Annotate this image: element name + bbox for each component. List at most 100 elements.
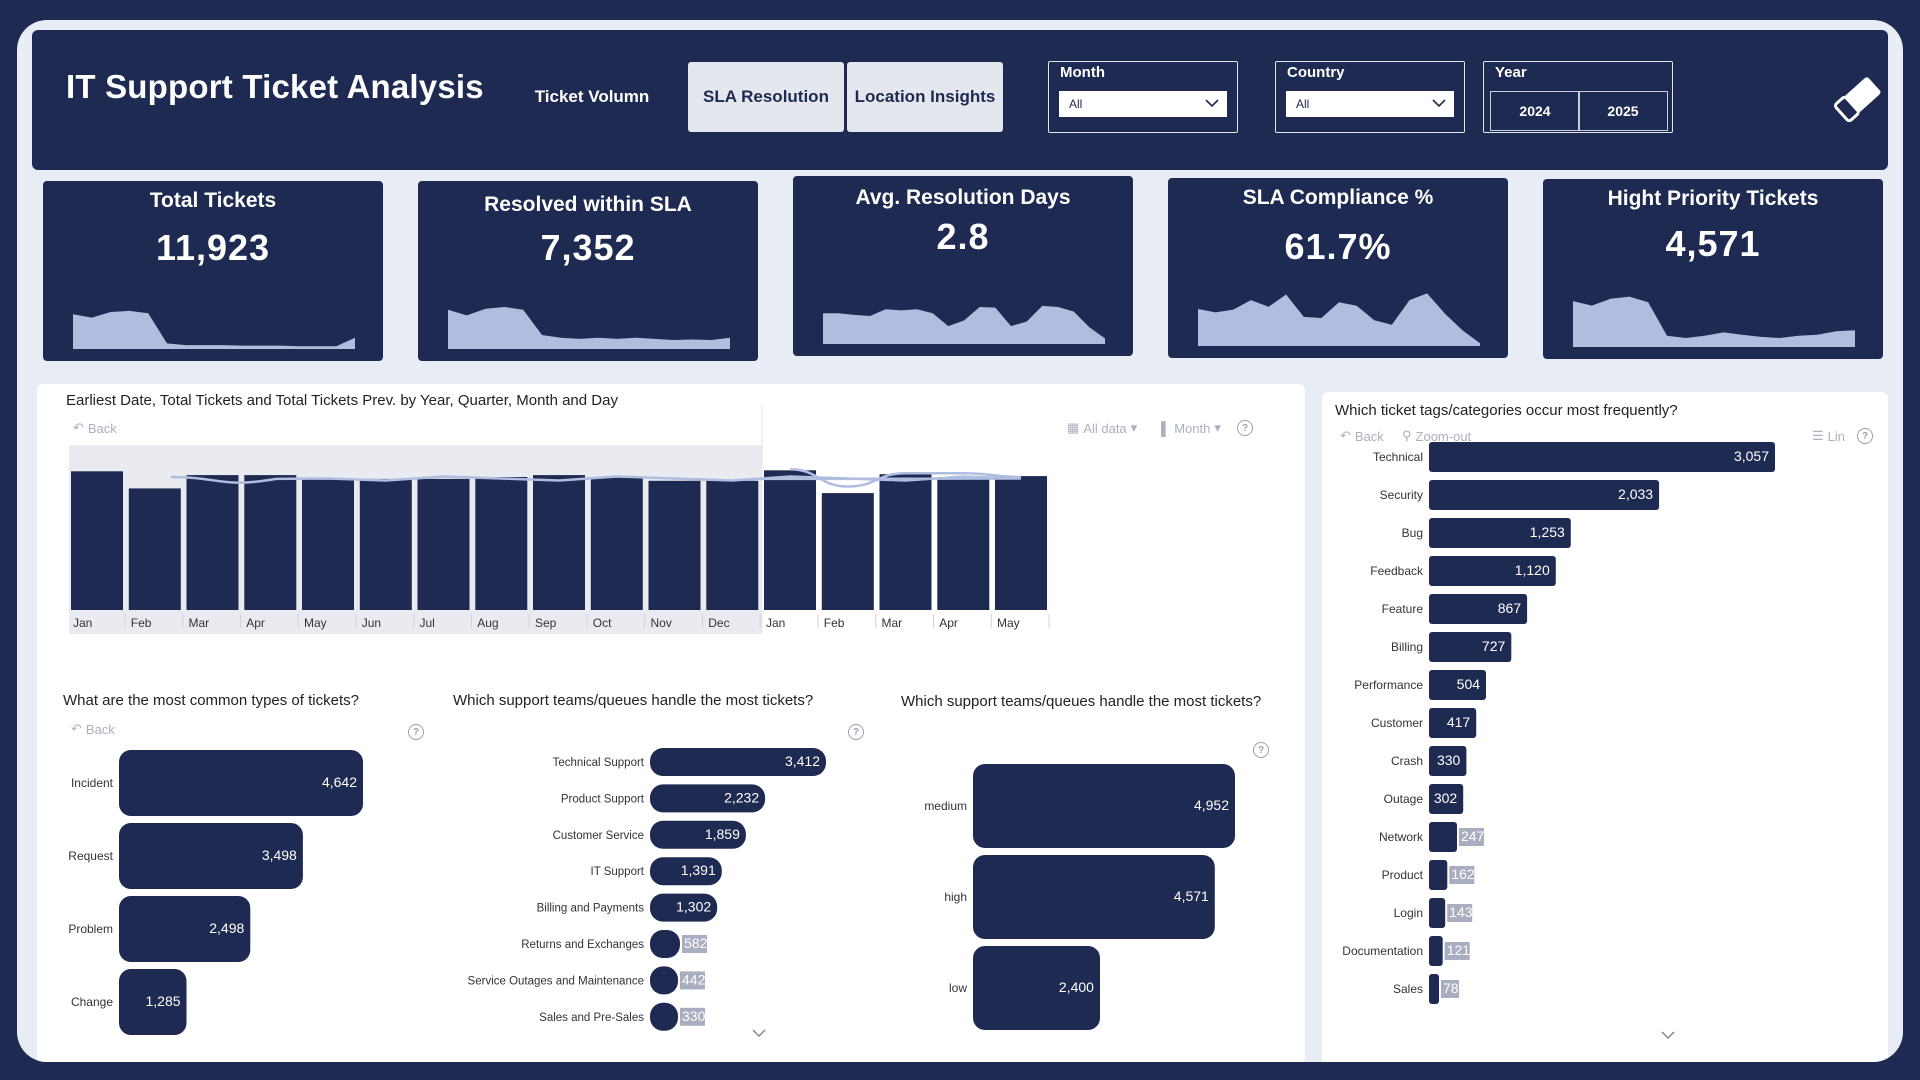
bar — [1429, 708, 1477, 738]
category-label: Customer Service — [553, 830, 644, 842]
help-icon[interactable]: ? — [848, 724, 864, 740]
lin-scale-button[interactable]: ☰ Lin — [1812, 428, 1846, 444]
x-tick-label: Dec — [708, 616, 729, 630]
bar — [1429, 556, 1556, 586]
bar — [119, 896, 251, 962]
bar — [650, 820, 746, 849]
bar — [1429, 974, 1439, 1004]
timeline-chart: Jan Feb Mar Apr May Jun Jul Aug Sep Oct Nov Dec Jan F… — [69, 404, 1050, 634]
bar — [119, 823, 303, 889]
category-label: medium — [924, 799, 967, 813]
help-icon[interactable]: ? — [1253, 742, 1269, 758]
timeline-bar — [995, 476, 1047, 610]
category-label: Returns and Exchanges — [521, 939, 644, 951]
x-tick-label: Jun — [362, 616, 381, 630]
year-option-2024[interactable]: 2024 — [1490, 91, 1580, 131]
types-back-button[interactable]: ↶ Back — [71, 721, 115, 737]
data-label: 504 — [1457, 676, 1481, 692]
category-label: Billing and Payments — [537, 903, 645, 915]
kpi-value: 2.8 — [936, 216, 990, 257]
data-label: 3,057 — [1734, 448, 1769, 464]
eraser-icon[interactable] — [1830, 74, 1886, 124]
data-label: 4,571 — [1174, 888, 1209, 904]
category-label: Security — [1380, 488, 1423, 502]
help-icon[interactable]: ? — [1857, 428, 1873, 444]
category-label: Service Outages and Maintenance — [468, 975, 644, 987]
tags-chart-title: Which ticket tags/categories occur most … — [1335, 402, 1678, 419]
chevron-down-icon — [1432, 99, 1446, 108]
zoom-out-button[interactable]: ⚲ Zoom-out — [1402, 428, 1472, 444]
category-label: Sales — [1393, 982, 1423, 996]
month-dropdown[interactable]: All — [1059, 91, 1227, 117]
kpi-card-sla-compliance: SLA Compliance % 61.7% — [1168, 178, 1508, 358]
kpi-sparkline — [448, 307, 730, 349]
all-data-button[interactable]: ▦ All data ▾ — [1067, 420, 1138, 436]
bar — [650, 784, 766, 813]
timeline-back-button[interactable]: ↶ Back — [73, 420, 117, 436]
x-tick-label: Apr — [246, 616, 265, 630]
bar — [1429, 518, 1571, 548]
category-label: Technical Support — [553, 757, 645, 769]
kpi-card-total-tickets: Total Tickets 11,923 — [43, 181, 383, 361]
tags-back-button[interactable]: ↶ Back — [1340, 428, 1384, 444]
tags-panel: Which ticket tags/categories occur most … — [1322, 392, 1888, 1062]
month-filter-label: Month — [1060, 64, 1105, 81]
nav-ticket-volume[interactable]: Ticket Volumn — [534, 87, 650, 106]
data-label: 2,033 — [1618, 486, 1653, 502]
kpi-value: 7,352 — [540, 227, 636, 268]
data-label: 867 — [1498, 600, 1522, 616]
category-label: Customer — [1371, 716, 1423, 730]
bar-chart-icon: ▌ — [1161, 420, 1171, 436]
x-tick-label: Jan — [73, 616, 92, 630]
country-dropdown-value: All — [1296, 97, 1310, 111]
category-label: Incident — [71, 776, 114, 790]
data-label-bg — [1447, 904, 1473, 922]
month-level-button[interactable]: ▌ Month ▾ — [1161, 420, 1221, 436]
kpi-value: 11,923 — [155, 227, 271, 268]
timeline-bar — [128, 488, 181, 610]
timeline-bar — [417, 478, 470, 610]
timeline-bar — [764, 470, 816, 610]
data-label: 1,285 — [145, 993, 180, 1009]
x-tick-label: Jul — [420, 616, 435, 630]
data-label-bg — [1444, 942, 1470, 960]
data-label: 727 — [1482, 638, 1506, 654]
nav-sla-resolution[interactable]: SLA Resolution — [688, 62, 844, 132]
kpi-value: 61.7% — [1284, 226, 1392, 267]
data-label: 247 — [1461, 828, 1485, 844]
kpi-title: Avg. Resolution Days — [855, 186, 1071, 209]
scroll-down-chevron-icon[interactable] — [751, 1028, 767, 1038]
previous-period-line — [789, 468, 1022, 488]
x-tick-label: Feb — [824, 616, 845, 630]
timeline-bar — [302, 478, 354, 610]
kpi-sparkline — [1573, 296, 1855, 347]
timeline-bar — [821, 493, 874, 610]
data-label-bg — [1449, 866, 1475, 884]
kpi-title: Total Tickets — [149, 189, 277, 212]
x-tick-label: Oct — [593, 616, 612, 630]
month-dropdown-value: All — [1069, 97, 1083, 111]
data-label: 2,400 — [1059, 979, 1094, 995]
x-tick-label: Apr — [939, 616, 958, 630]
x-tick-label: Feb — [131, 616, 152, 630]
country-dropdown[interactable]: All — [1286, 91, 1454, 117]
category-label: low — [949, 981, 967, 995]
timeline-chart-title: Earliest Date, Total Tickets and Total T… — [66, 392, 618, 409]
category-label: Change — [71, 995, 113, 1009]
sparkline-area — [1198, 293, 1480, 346]
dashboard-frame: IT Support Ticket Analysis Ticket Volumn… — [17, 20, 1903, 1062]
nav-location-insights[interactable]: Location Insights — [847, 62, 1003, 132]
scroll-down-chevron-icon[interactable] — [1660, 1030, 1676, 1040]
help-icon[interactable]: ? — [408, 724, 424, 740]
data-label: 78 — [1443, 980, 1459, 996]
category-label: high — [944, 890, 967, 904]
year-option-2025[interactable]: 2025 — [1578, 91, 1668, 131]
bar — [650, 748, 826, 776]
kpi-value: 4,571 — [1665, 223, 1761, 264]
priority-chart: medium 4,952 high 4,571 low 2,400 — [924, 764, 1235, 1030]
queues-chart: Technical Support 3,412 Product Support 2,2… — [468, 748, 826, 1031]
data-label-bg — [680, 1007, 705, 1026]
x-tick-label: Nov — [651, 616, 672, 630]
help-icon[interactable]: ? — [1237, 420, 1253, 436]
x-tick-label: May — [997, 616, 1020, 630]
